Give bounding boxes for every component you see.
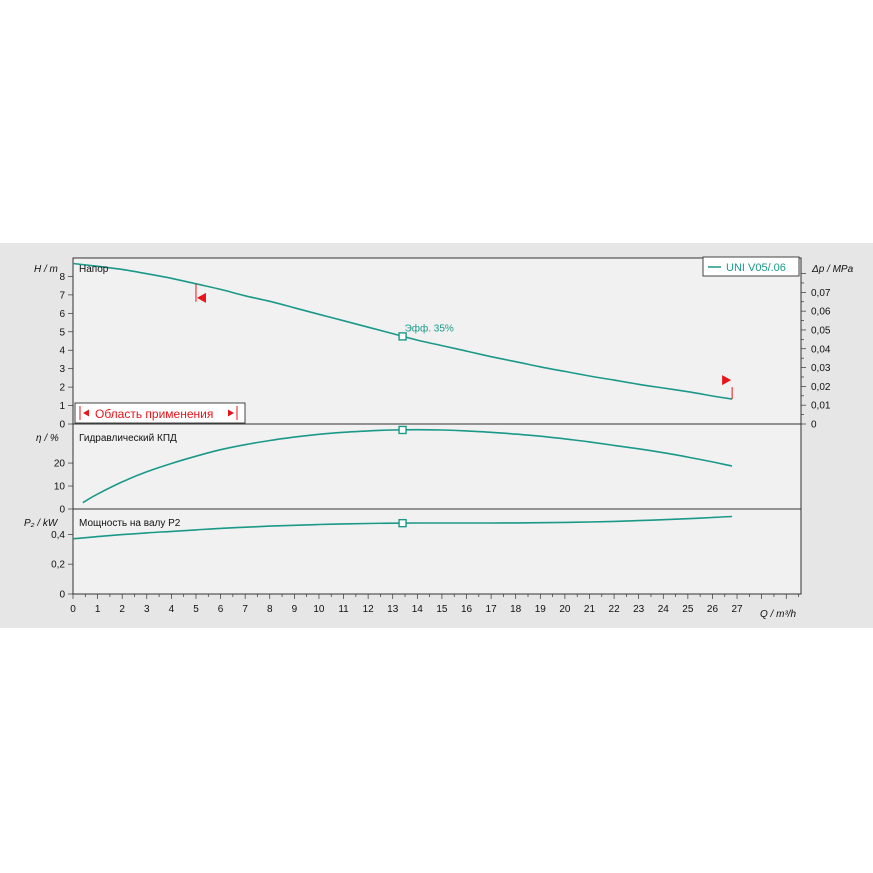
x-tick-label: 12 (363, 604, 375, 615)
x-tick-label: 3 (144, 604, 150, 615)
panel-title-efficiency: Гидравлический КПД (79, 433, 177, 444)
secondary-tick-label: 0,02 (811, 382, 831, 393)
y-axis-label-head: H / m (34, 264, 58, 275)
y-tick-label-efficiency: 20 (54, 459, 66, 470)
x-tick-label: 16 (461, 604, 473, 615)
x-tick-label: 9 (292, 604, 298, 615)
secondary-tick-label: 0,05 (811, 325, 831, 336)
panel-title-power: Мощность на валу P2 (79, 518, 181, 529)
duty-point-0 (398, 332, 407, 341)
plot-area-1 (73, 424, 801, 509)
x-tick-label: 18 (510, 604, 522, 615)
x-tick-label: 19 (535, 604, 547, 615)
secondary-tick-label: 0,04 (811, 344, 831, 355)
x-tick-label: 23 (633, 604, 645, 615)
secondary-tick-label: 0,03 (811, 363, 831, 374)
plot-frames (72, 257, 802, 595)
secondary-tick-label: 0,07 (811, 288, 831, 299)
x-tick-label: 17 (486, 604, 498, 615)
range-min-flag (196, 292, 206, 303)
x-tick-label: 21 (584, 604, 596, 615)
application-range-label: Область применения (95, 407, 213, 421)
axis-ticks: 0 1 2 3 4 5 6 7 8 9 10 11 12 13 14 15 16 17 18 19 20 21 22 23 24… (51, 272, 831, 615)
y-tick-label-head: 3 (59, 364, 65, 375)
x-tick-label: 20 (559, 604, 571, 615)
y-tick-label-power: 0,2 (51, 560, 65, 571)
y-tick-label-power: 0 (59, 590, 65, 601)
x-tick-label: 10 (313, 604, 325, 615)
x-tick-label: 5 (193, 604, 199, 615)
plot-area-0 (73, 258, 801, 424)
x-tick-label: 24 (658, 604, 670, 615)
y-tick-label-head: 0 (59, 420, 65, 431)
x-tick-label: 26 (707, 604, 719, 615)
x-tick-label: 25 (682, 604, 694, 615)
pump-curve-chart: 0 1 2 3 4 5 6 7 8 9 10 11 12 13 14 15 16 17 18 19 20 21 22 23 24… (24, 256, 854, 620)
legend-box (702, 256, 800, 277)
application-range-box (74, 402, 246, 424)
chart-panel: 0 1 2 3 4 5 6 7 8 9 10 11 12 13 14 15 16 17 18 19 20 21 22 23 24… (0, 243, 873, 628)
x-tick-label: 8 (267, 604, 273, 615)
range-max-flag (722, 375, 732, 386)
x-tick-label: 22 (609, 604, 621, 615)
y-tick-label-power: 0,4 (51, 530, 65, 541)
markers (195, 283, 733, 528)
y-tick-label-head: 5 (59, 327, 65, 338)
application-range-arrow-left (83, 409, 89, 417)
y-tick-label-head: 8 (59, 272, 65, 283)
x-tick-label: 2 (119, 604, 125, 615)
x-tick-label: 14 (412, 604, 424, 615)
duty-point-1 (398, 425, 407, 435)
panel-title-head: Напор (79, 264, 109, 275)
secondary-tick-label: 0,01 (811, 401, 831, 412)
legend-label: UNI V05/.06 (726, 262, 786, 274)
x-tick-label: 7 (242, 604, 248, 615)
secondary-tick-label: 0 (811, 420, 817, 431)
secondary-axis-label: Δp / MPa (811, 264, 854, 275)
x-tick-label: 15 (436, 604, 448, 615)
y-tick-label-efficiency: 0 (59, 505, 65, 516)
x-axis-label: Q / m³/h (760, 609, 797, 620)
secondary-tick-label: 0,06 (811, 307, 831, 318)
x-tick-label: 11 (338, 604, 349, 615)
application-range-arrow-right (228, 409, 234, 417)
y-axis-label-efficiency: η / % (36, 433, 59, 444)
x-tick-label: 0 (70, 604, 76, 615)
y-tick-label-head: 7 (59, 290, 65, 301)
y-axis-label-power: P₂ / kW (24, 518, 59, 529)
x-tick-label: 4 (169, 604, 175, 615)
plot-area-2 (73, 509, 801, 594)
y-tick-label-head: 6 (59, 309, 65, 320)
x-tick-label: 1 (95, 604, 101, 615)
y-tick-label-efficiency: 10 (54, 482, 66, 493)
y-tick-label-head: 2 (59, 383, 65, 394)
duty-point-label: Эфф. 35% (405, 322, 454, 334)
x-tick-label: 13 (387, 604, 399, 615)
plot-frame-2 (72, 508, 802, 595)
x-tick-label: 27 (731, 604, 743, 615)
duty-point-2 (398, 518, 407, 528)
y-tick-label-head: 1 (59, 401, 65, 412)
y-tick-label-head: 4 (59, 346, 65, 357)
x-tick-label: 6 (218, 604, 224, 615)
